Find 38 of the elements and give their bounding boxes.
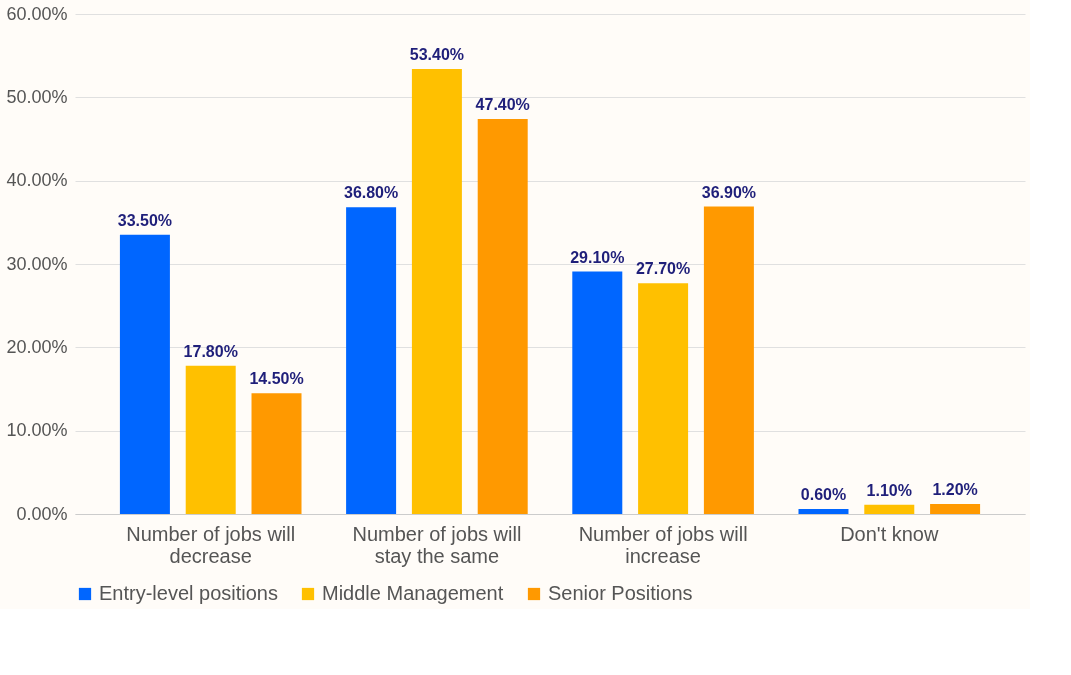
data-label: 14.50% xyxy=(249,370,304,388)
x-tick-label: Number of jobs will decrease xyxy=(126,522,296,567)
data-label: 36.80% xyxy=(343,184,399,202)
data-label: 0.60% xyxy=(800,486,847,503)
bar xyxy=(638,283,689,514)
x-tick-label: Don't know xyxy=(840,522,939,545)
bar xyxy=(798,509,849,514)
bar xyxy=(119,234,170,514)
bar xyxy=(572,271,623,514)
data-label: 27.70% xyxy=(635,260,691,278)
y-tick-label: 40.00% xyxy=(6,170,68,191)
x-tick-label: Number of jobs will stay the same xyxy=(352,522,522,567)
legend-label: Senior Positions xyxy=(548,582,693,604)
bar xyxy=(411,69,462,514)
bar xyxy=(346,207,397,514)
x-tick-label: Number of jobs will increase xyxy=(578,522,748,567)
y-tick-label: 10.00% xyxy=(6,420,68,441)
data-label: 29.10% xyxy=(570,248,625,266)
data-label: 33.50% xyxy=(117,211,173,229)
data-label: 17.80% xyxy=(183,342,238,360)
data-label: 1.10% xyxy=(866,481,912,499)
y-tick-label: 20.00% xyxy=(6,336,68,357)
bar xyxy=(477,119,528,514)
legend-label: Middle Management xyxy=(322,582,504,604)
y-tick-label: 60.00% xyxy=(6,3,68,24)
bar xyxy=(251,393,302,514)
data-label: 36.90% xyxy=(701,183,757,201)
bar xyxy=(703,206,754,514)
bar xyxy=(864,504,915,514)
y-tick-label: 30.00% xyxy=(6,253,68,274)
bar xyxy=(185,365,236,514)
data-label: 47.40% xyxy=(475,96,530,113)
y-tick-label: 50.00% xyxy=(6,86,68,107)
data-label: 53.40% xyxy=(409,46,465,63)
data-label: 1.20% xyxy=(932,481,978,498)
bar xyxy=(930,504,981,514)
legend-label: Entry-level positions xyxy=(99,582,278,604)
y-tick-label: 0.00% xyxy=(16,503,68,524)
